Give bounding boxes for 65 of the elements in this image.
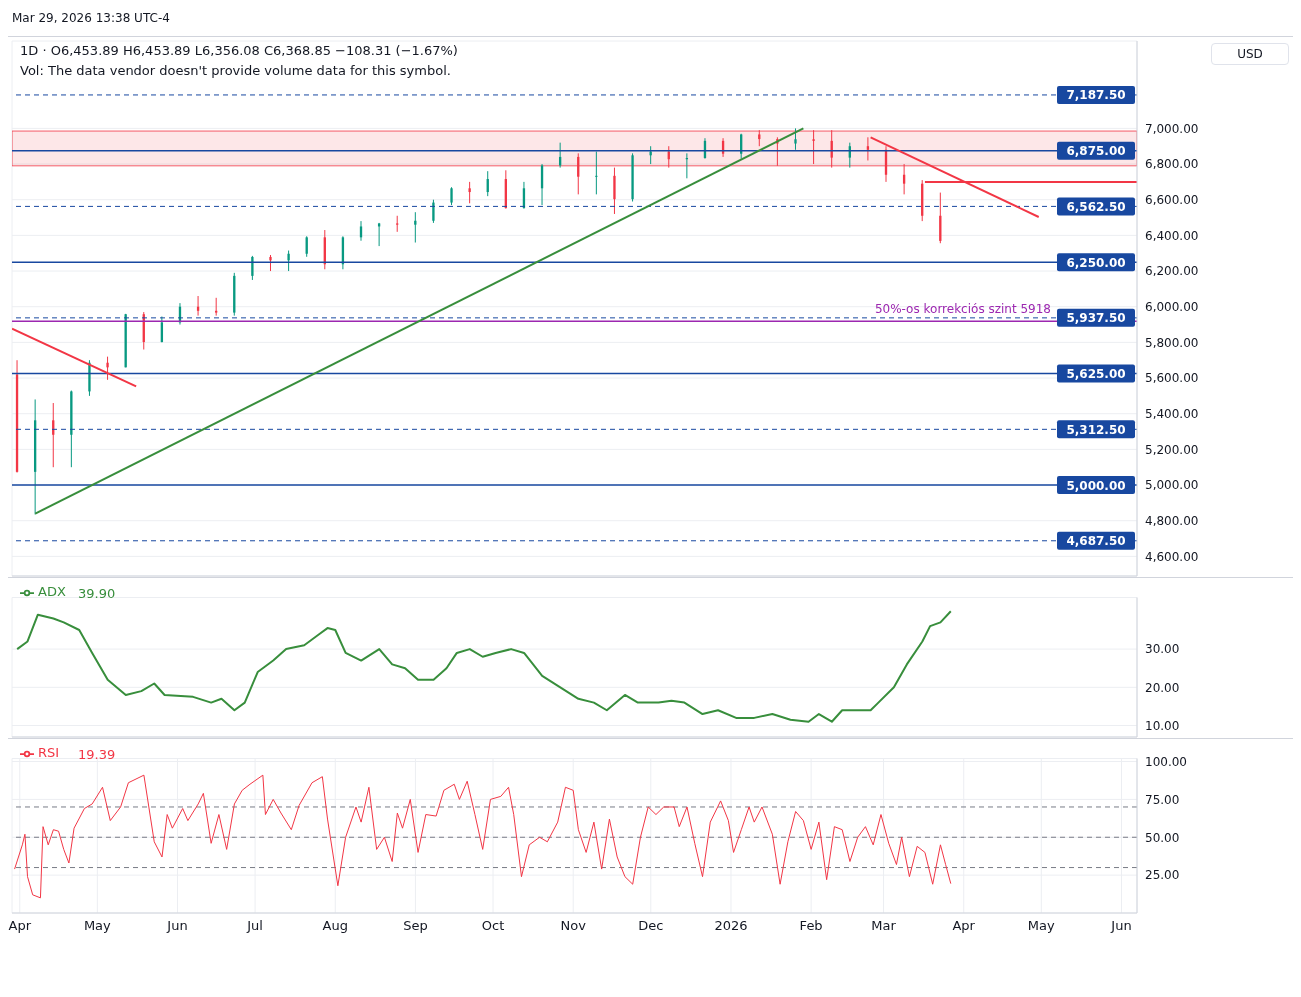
y-tick-label: 5,000.00: [1145, 478, 1199, 493]
text: USD: [1211, 43, 1289, 65]
y-tick-label: 10.00: [1145, 718, 1180, 733]
x-tick-label: Jun: [166, 918, 188, 934]
x-tick-label: May: [83, 918, 112, 934]
annotation: 39.90: [78, 586, 116, 601]
annotation: 19.39: [78, 747, 116, 762]
candlestick: [595, 151, 598, 195]
y-tick-label: 4,600.00: [1145, 549, 1199, 564]
x-tick-label: 2026: [714, 918, 748, 934]
x-tick-label: May: [1027, 918, 1056, 934]
x-tick-label: Apr: [8, 918, 32, 934]
y-tick-label: 25.00: [1145, 868, 1180, 883]
x-tick-label: Oct: [481, 918, 505, 934]
ref-line-label: 5,937.50: [1066, 311, 1126, 326]
candlestick: [613, 167, 616, 215]
y-tick-label: 5,200.00: [1145, 442, 1199, 457]
y-tick-label: 50.00: [1145, 830, 1180, 845]
ref-line-label: 6,250.00: [1066, 255, 1126, 270]
ref-line-label: 5,312.50: [1066, 422, 1126, 437]
legend-label: RSI: [38, 745, 60, 760]
ref-line-label: 50%-os korrekciós szint 5918: [874, 302, 1051, 317]
candlestick: [106, 356, 109, 381]
candlestick: [468, 181, 471, 204]
candlestick: [251, 255, 254, 281]
candlestick: [432, 199, 435, 224]
y-tick-label: 75.00: [1145, 792, 1180, 807]
line-series: [14, 774, 952, 899]
candlestick: [287, 250, 290, 272]
annotation: Vol: The data vendor doesn't provide volume data for this symbol.: [20, 63, 451, 78]
y-tick-label: 20.00: [1145, 680, 1180, 695]
ref-line-label: 6,562.50: [1066, 199, 1126, 214]
y-tick-label: 5,800.00: [1145, 335, 1199, 350]
candlestick: [866, 136, 870, 161]
x-tick-label: Jun: [1110, 918, 1132, 934]
x-tick-label: Nov: [560, 918, 587, 934]
y-tick-label: 6,600.00: [1145, 192, 1199, 207]
y-tick-label: 6,200.00: [1145, 264, 1199, 279]
x-tick-label: Sep: [403, 918, 428, 934]
chart-title: 1D · O6,453.89 H6,453.89 L6,356.08 C6,368.85 −108.31 (−1.67%): [20, 43, 458, 58]
ref-line-label: 5,000.00: [1066, 478, 1126, 493]
line-series: [16, 610, 952, 723]
y-tick-label: 6,000.00: [1145, 299, 1199, 314]
y-tick-label: 6,800.00: [1145, 157, 1199, 172]
y-tick-label: 30.00: [1145, 642, 1180, 657]
x-tick-label: Apr: [952, 918, 976, 934]
candlestick: [794, 127, 797, 151]
x-tick-label: Feb: [799, 918, 823, 934]
y-tick-label: 5,600.00: [1145, 371, 1199, 386]
y-tick-label: 5,400.00: [1145, 406, 1199, 421]
legend-label: ADX: [38, 584, 66, 599]
y-tick-label: 6,400.00: [1145, 228, 1199, 243]
x-tick-label: Aug: [322, 918, 348, 934]
ref-line-label: 6,875.00: [1066, 144, 1126, 159]
ref-line-label: 7,187.50: [1066, 88, 1126, 103]
y-tick-label: 7,000.00: [1145, 121, 1199, 136]
candlestick: [812, 129, 815, 165]
y-tick-label: 4,800.00: [1145, 513, 1199, 528]
ref-line-label: 4,687.50: [1066, 534, 1126, 549]
y-tick-label: 100.00: [1145, 754, 1187, 769]
ref-line-label: 5,625.00: [1066, 367, 1126, 382]
x-tick-label: Dec: [638, 918, 664, 934]
x-tick-label: Mar: [871, 918, 897, 934]
x-tick-label: Jul: [246, 918, 263, 934]
text: Mar 29, 2026 13:38 UTC-4: [12, 11, 170, 25]
